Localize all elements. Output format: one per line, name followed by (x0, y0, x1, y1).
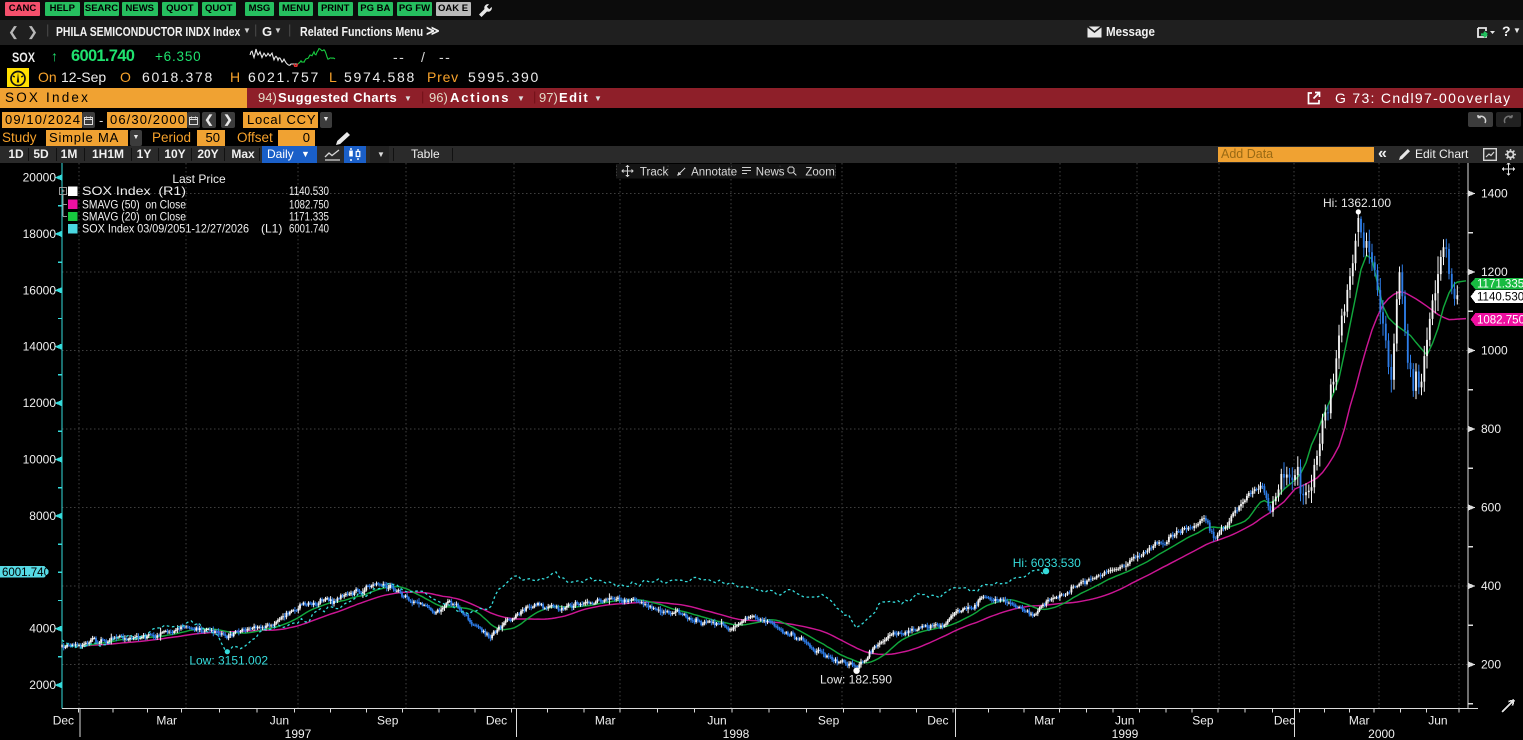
svg-text:Dec: Dec (53, 714, 74, 728)
svg-text:Track: Track (640, 167, 669, 179)
svg-text:Low: 182.590: Low: 182.590 (820, 673, 892, 687)
svg-text:SOX Index (R1): SOX Index (R1) (82, 184, 186, 198)
svg-text:1171.335: 1171.335 (1477, 279, 1523, 291)
svg-text:800: 800 (1481, 422, 1501, 436)
svg-text:400: 400 (1481, 579, 1501, 593)
svg-text:Mar: Mar (1034, 714, 1055, 728)
svg-text:12000: 12000 (23, 396, 57, 410)
svg-text:200: 200 (1481, 658, 1501, 672)
svg-text:Jun: Jun (1428, 714, 1447, 728)
svg-text:2000: 2000 (1368, 727, 1395, 740)
svg-text:Mar: Mar (595, 714, 616, 728)
svg-text:Jun: Jun (707, 714, 726, 728)
svg-text:Hi: 1362.100: Hi: 1362.100 (1323, 196, 1391, 210)
svg-text:SMAVG (20) on Close: SMAVG (20) on Close (82, 210, 186, 224)
svg-text:10000: 10000 (23, 453, 57, 467)
svg-text:20000: 20000 (23, 171, 57, 185)
svg-text:Sep: Sep (377, 714, 399, 728)
svg-text:Dec: Dec (1274, 714, 1295, 728)
svg-text:8000: 8000 (29, 509, 56, 523)
svg-text:Jun: Jun (1115, 714, 1134, 728)
svg-text:18000: 18000 (23, 227, 57, 241)
svg-text:Sep: Sep (1192, 714, 1214, 728)
svg-text:Jun: Jun (270, 714, 289, 728)
svg-text:(L1): (L1) (261, 222, 282, 236)
svg-text:1999: 1999 (1112, 727, 1139, 740)
svg-text:4000: 4000 (29, 622, 56, 636)
svg-text:Low: 3151.002: Low: 3151.002 (189, 654, 268, 668)
svg-text:1140.530: 1140.530 (289, 184, 329, 198)
svg-text:Mar: Mar (1349, 714, 1370, 728)
svg-text:News: News (756, 167, 785, 179)
svg-text:Hi: 6033.530: Hi: 6033.530 (1013, 556, 1081, 570)
svg-text:6001.740: 6001.740 (289, 222, 329, 236)
svg-text:1200: 1200 (1481, 265, 1508, 279)
svg-text:Mar: Mar (156, 714, 177, 728)
svg-text:1998: 1998 (723, 727, 750, 740)
svg-text:1082.750: 1082.750 (1477, 314, 1523, 326)
svg-text:Sep: Sep (818, 714, 840, 728)
svg-text:600: 600 (1481, 501, 1501, 515)
svg-text:SMAVG (50) on Close: SMAVG (50) on Close (82, 197, 186, 211)
svg-text:1997: 1997 (285, 727, 312, 740)
svg-text:1140.530: 1140.530 (1477, 292, 1523, 304)
svg-text:2000: 2000 (29, 678, 56, 692)
svg-text:1171.335: 1171.335 (289, 210, 329, 224)
svg-text:Last Price: Last Price (172, 172, 226, 186)
svg-text:1400: 1400 (1481, 187, 1508, 201)
svg-text:Annotate: Annotate (691, 167, 737, 179)
svg-text:6001.740: 6001.740 (2, 567, 50, 579)
svg-text:Zoom: Zoom (805, 167, 834, 179)
svg-text:1000: 1000 (1481, 344, 1508, 358)
svg-text:1082.750: 1082.750 (289, 197, 329, 211)
svg-text:Dec: Dec (486, 714, 507, 728)
svg-text:SOX Index 03/09/2051-12/27/202: SOX Index 03/09/2051-12/27/2026 (82, 222, 249, 236)
svg-text:Dec: Dec (927, 714, 948, 728)
svg-text:14000: 14000 (23, 340, 57, 354)
svg-text:16000: 16000 (23, 283, 57, 297)
